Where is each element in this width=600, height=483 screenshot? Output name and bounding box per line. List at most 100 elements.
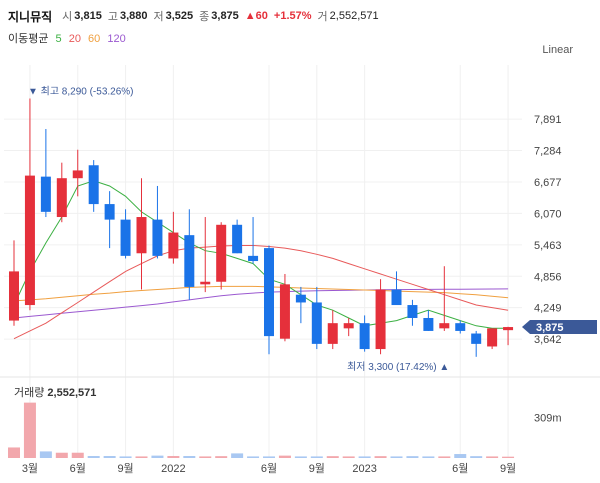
- volume-total: 2,552,571: [47, 387, 96, 399]
- volume-bar: [55, 452, 68, 458]
- candle-body: [216, 224, 227, 282]
- scale-mode-toggle[interactable]: Linear: [542, 44, 573, 56]
- candle-body: [407, 305, 418, 318]
- volume-bar: [294, 456, 307, 458]
- x-tick-label: 9월: [117, 462, 133, 475]
- volume-label: 거: [317, 11, 328, 23]
- volume-bar: [326, 456, 339, 458]
- candle-body: [439, 323, 450, 329]
- current-price-label: 3,875: [536, 322, 564, 334]
- candle-body: [264, 248, 274, 337]
- volume-bar: [39, 451, 52, 458]
- close-value: 3,875: [211, 10, 239, 22]
- change-value: ▲60: [244, 10, 268, 22]
- candle-body: [200, 281, 211, 285]
- candle-body: [104, 204, 115, 220]
- candle-body: [9, 271, 19, 321]
- y-tick-label: 6,677: [534, 177, 562, 189]
- candle-body: [375, 289, 386, 350]
- candle-body: [120, 219, 131, 256]
- volume-bar: [486, 456, 499, 458]
- stock-name: 지니뮤직: [8, 9, 53, 24]
- volume-bar: [310, 456, 323, 458]
- volume-bar: [502, 456, 515, 458]
- candle-body: [232, 224, 243, 254]
- volume-bar: [183, 456, 196, 458]
- volume-bar: [454, 454, 467, 458]
- volume-bar: [438, 456, 451, 458]
- volume-bar: [406, 456, 419, 458]
- volume-bar: [199, 456, 212, 458]
- x-tick-label: 9월: [309, 462, 325, 475]
- y-tick-label: 4,856: [534, 271, 562, 283]
- y-tick-label: 5,463: [534, 240, 562, 252]
- candle-body: [248, 255, 259, 262]
- volume-bar: [103, 456, 116, 458]
- x-tick-label: 6월: [452, 462, 468, 475]
- y-tick-label: 7,891: [534, 114, 562, 126]
- ma-60: 60: [88, 33, 101, 45]
- volume-value: 2,552,571: [329, 10, 379, 22]
- ma120-line: [13, 288, 509, 319]
- open-value: 3,815: [74, 10, 102, 22]
- x-tick-label: 9월: [500, 462, 516, 475]
- scale-mode-label: Linear: [542, 44, 573, 56]
- volume-bar: [119, 456, 132, 458]
- candle-body: [279, 284, 290, 339]
- ma5-line: [13, 180, 509, 329]
- close-label: 종: [199, 11, 210, 23]
- ma60-line: [13, 285, 509, 302]
- volume-bar: [358, 456, 371, 458]
- volume-bar: [231, 453, 244, 458]
- candle-body: [487, 328, 498, 347]
- volume-axis-label: 309m: [534, 412, 562, 424]
- volume-bar: [151, 455, 164, 458]
- min-price-marker: 최저 3,300 (17.42%) ▲: [347, 361, 449, 373]
- volume-bar: [167, 456, 180, 458]
- y-tick-label: 3,642: [534, 334, 562, 346]
- candle-body: [40, 176, 51, 212]
- candle-body: [311, 302, 322, 344]
- candle-body: [455, 323, 466, 331]
- max-price-marker: ▼ 최고 8,290 (-53.26%): [28, 85, 134, 97]
- high-value: 3,880: [119, 10, 148, 22]
- volume-bar: [278, 455, 291, 458]
- moving-average-legend[interactable]: 이동평균 5 20 60 120: [8, 30, 130, 46]
- candle-body: [327, 323, 338, 344]
- x-tick-label: 2022: [161, 463, 185, 475]
- ma20-line: [13, 245, 509, 340]
- stock-header: 지니뮤직 시 3,815 고 3,880 저 3,525 종 3,875 ▲60…: [8, 6, 385, 26]
- candle-body: [471, 333, 482, 344]
- volume-bar: [422, 456, 435, 458]
- volume-bar: [342, 456, 355, 458]
- candle-body: [152, 219, 163, 256]
- x-tick-label: 6월: [261, 462, 277, 475]
- candle-body: [423, 317, 434, 331]
- candle-body: [136, 217, 147, 254]
- candle-body: [503, 327, 514, 331]
- volume-bar: [23, 402, 36, 458]
- volume-bar: [247, 456, 260, 458]
- candle-body: [24, 175, 35, 306]
- volume-bar: [87, 456, 100, 458]
- volume-bar: [215, 456, 228, 458]
- candle-body: [184, 235, 195, 287]
- open-label: 시: [62, 11, 73, 23]
- volume-bar: [135, 456, 148, 458]
- y-tick-label: 4,249: [534, 303, 562, 315]
- volume-bar: [470, 456, 483, 458]
- low-value: 3,525: [165, 10, 194, 22]
- candle-body: [88, 165, 99, 205]
- x-tick-label: 2023: [352, 463, 376, 475]
- candle-body: [295, 294, 306, 303]
- x-tick-label: 6월: [70, 462, 86, 475]
- candle-body: [343, 323, 354, 329]
- high-label: 고: [107, 11, 118, 23]
- volume-title: 거래량 2,552,571: [14, 386, 96, 399]
- volume-bar: [374, 456, 387, 458]
- candle-body: [168, 232, 179, 259]
- x-tick-label: 3월: [22, 462, 38, 475]
- ma-5: 5: [55, 33, 62, 45]
- current-price-tag: [522, 320, 597, 335]
